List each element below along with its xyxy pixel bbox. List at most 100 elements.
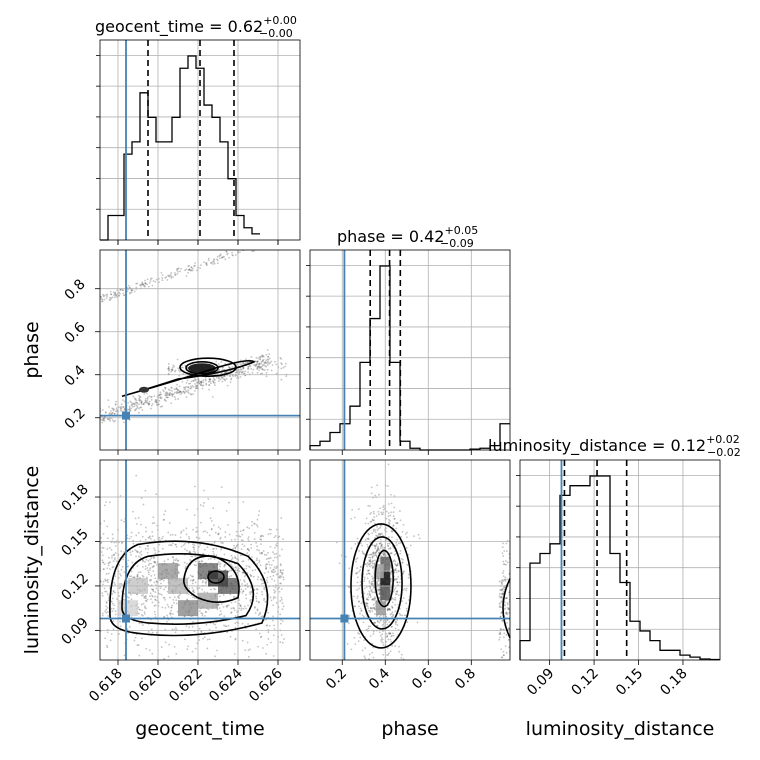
sample-point [154,598,156,601]
panel-background [100,250,300,450]
sample-point [261,355,264,358]
sample-point [259,578,262,581]
sample-point [388,632,391,635]
sample-point [359,580,362,583]
sample-point [194,555,197,558]
sample-point [168,394,171,396]
sample-point [236,621,238,624]
sample-point [220,603,223,605]
sample-point [142,560,145,563]
sample-point [173,391,176,394]
sample-point [261,359,264,362]
sample-point [217,533,220,536]
sample-point [187,389,190,392]
sample-point [243,605,246,608]
density-blob [139,386,149,393]
sample-point [231,366,234,368]
sample-point [141,281,144,284]
sample-point [373,587,375,590]
sample-point [209,380,212,383]
sample-point [144,279,146,282]
sample-point [152,280,155,282]
sample-point [146,278,149,281]
sample-point [378,549,381,552]
sample-point [112,590,115,593]
sample-point [198,561,201,563]
sample-point [115,400,118,403]
sample-point [370,520,373,523]
sample-point [273,546,276,549]
sample-point [189,382,192,385]
sample-point [250,546,253,549]
sample-point [394,603,397,606]
sample-point [183,387,186,390]
sample-point [129,292,131,295]
sample-point [377,527,380,530]
sample-point [201,614,204,617]
sample-point [285,362,287,365]
sample-point [192,380,195,382]
sample-point [239,363,242,366]
sample-point [244,361,247,364]
sample-point [216,255,219,258]
sample-point [407,576,410,579]
sample-point [367,572,370,575]
y-tick-label: 0.15 [58,526,91,559]
sample-point [265,359,268,362]
sample-point [132,395,135,398]
sample-point [280,517,283,519]
sample-point [216,608,219,611]
sample-point [244,587,247,590]
sample-point [367,504,370,507]
sample-point [128,405,131,408]
sample-point [374,602,377,605]
sample-point [106,417,109,420]
sample-point [386,635,389,638]
sample-point [122,292,125,295]
sample-point [195,564,197,567]
sample-point [153,547,156,550]
sample-point [147,571,150,574]
sample-point [128,575,131,578]
sample-point [390,552,392,555]
sample-point [147,631,150,633]
sample-point [506,561,509,564]
sample-point [366,569,369,572]
sample-point [135,523,138,525]
sample-point [251,371,254,374]
sample-point [354,643,357,646]
sample-point [194,551,196,554]
sample-point [201,384,204,387]
sample-point [167,367,170,370]
sample-point [499,615,502,618]
sample-point [370,589,373,592]
sample-point [348,567,351,570]
sample-point [394,577,397,580]
sample-point [115,407,118,410]
sample-point [146,392,148,395]
sample-point [107,562,110,565]
sample-point [260,355,263,358]
sample-point [147,536,150,539]
sample-point [234,638,237,641]
sample-point [386,542,389,545]
sample-point [370,553,372,556]
sample-point [403,680,405,682]
sample-point [101,559,104,562]
sample-point [267,561,270,563]
sample-point [381,546,384,549]
sample-point [161,274,164,276]
sample-point [188,587,191,590]
sample-point [169,596,171,599]
density-cell [380,571,391,586]
sample-point [179,393,182,395]
sample-point [218,369,221,371]
sample-point [136,402,139,405]
sample-point [170,606,173,609]
sample-point [146,598,149,601]
sample-point [113,294,116,297]
sample-point [232,375,235,377]
sample-point [139,551,141,554]
sample-point [230,558,233,561]
sample-point [396,564,399,567]
